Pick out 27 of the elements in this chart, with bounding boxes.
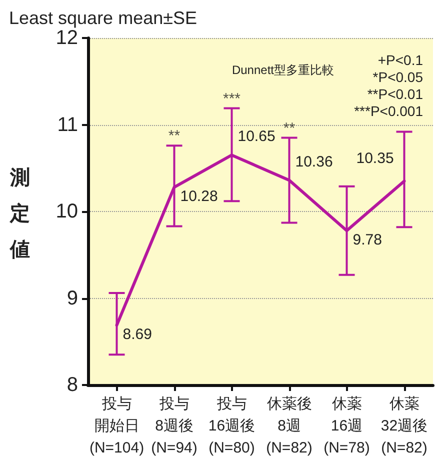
annotation: ** bbox=[283, 120, 296, 137]
y-axis-title: 測定値 bbox=[9, 167, 30, 261]
chart-title: Least square mean±SE bbox=[9, 8, 197, 28]
annotation: **P<0.01 bbox=[367, 86, 424, 102]
data-label: 8.69 bbox=[122, 326, 152, 344]
data-label: 10.65 bbox=[238, 128, 276, 146]
x-tick-label: 休薬32週後(N=82) bbox=[380, 396, 428, 456]
y-tick-label: 12 bbox=[56, 27, 78, 49]
data-label: 9.78 bbox=[352, 232, 382, 249]
y-tick-label: 9 bbox=[66, 287, 78, 310]
y-tick-label: 10 bbox=[56, 200, 78, 222]
x-tick-label: 休薬後8週(N=82) bbox=[266, 396, 312, 456]
data-label: 10.36 bbox=[295, 153, 333, 170]
annotation: +P<0.1 bbox=[378, 52, 424, 68]
x-tick-label: 投与8週後(N=94) bbox=[151, 396, 198, 456]
data-label: 10.28 bbox=[180, 188, 218, 206]
y-tick-label: 8 bbox=[66, 374, 78, 396]
y-tick-label: 11 bbox=[57, 114, 78, 136]
annotation: ** bbox=[168, 128, 180, 145]
annotation: Dunnett型多重比較 bbox=[232, 63, 334, 77]
annotation: *** bbox=[222, 90, 241, 108]
x-tick-label: 投与開始日(N=104) bbox=[89, 396, 144, 456]
x-tick-label: 休薬16週(N=78) bbox=[324, 396, 370, 456]
annotation: ***P<0.001 bbox=[354, 103, 424, 119]
annotation: *P<0.05 bbox=[372, 69, 424, 85]
data-label: 10.35 bbox=[356, 150, 394, 168]
x-tick-label: 投与16週後(N=80) bbox=[208, 396, 256, 456]
